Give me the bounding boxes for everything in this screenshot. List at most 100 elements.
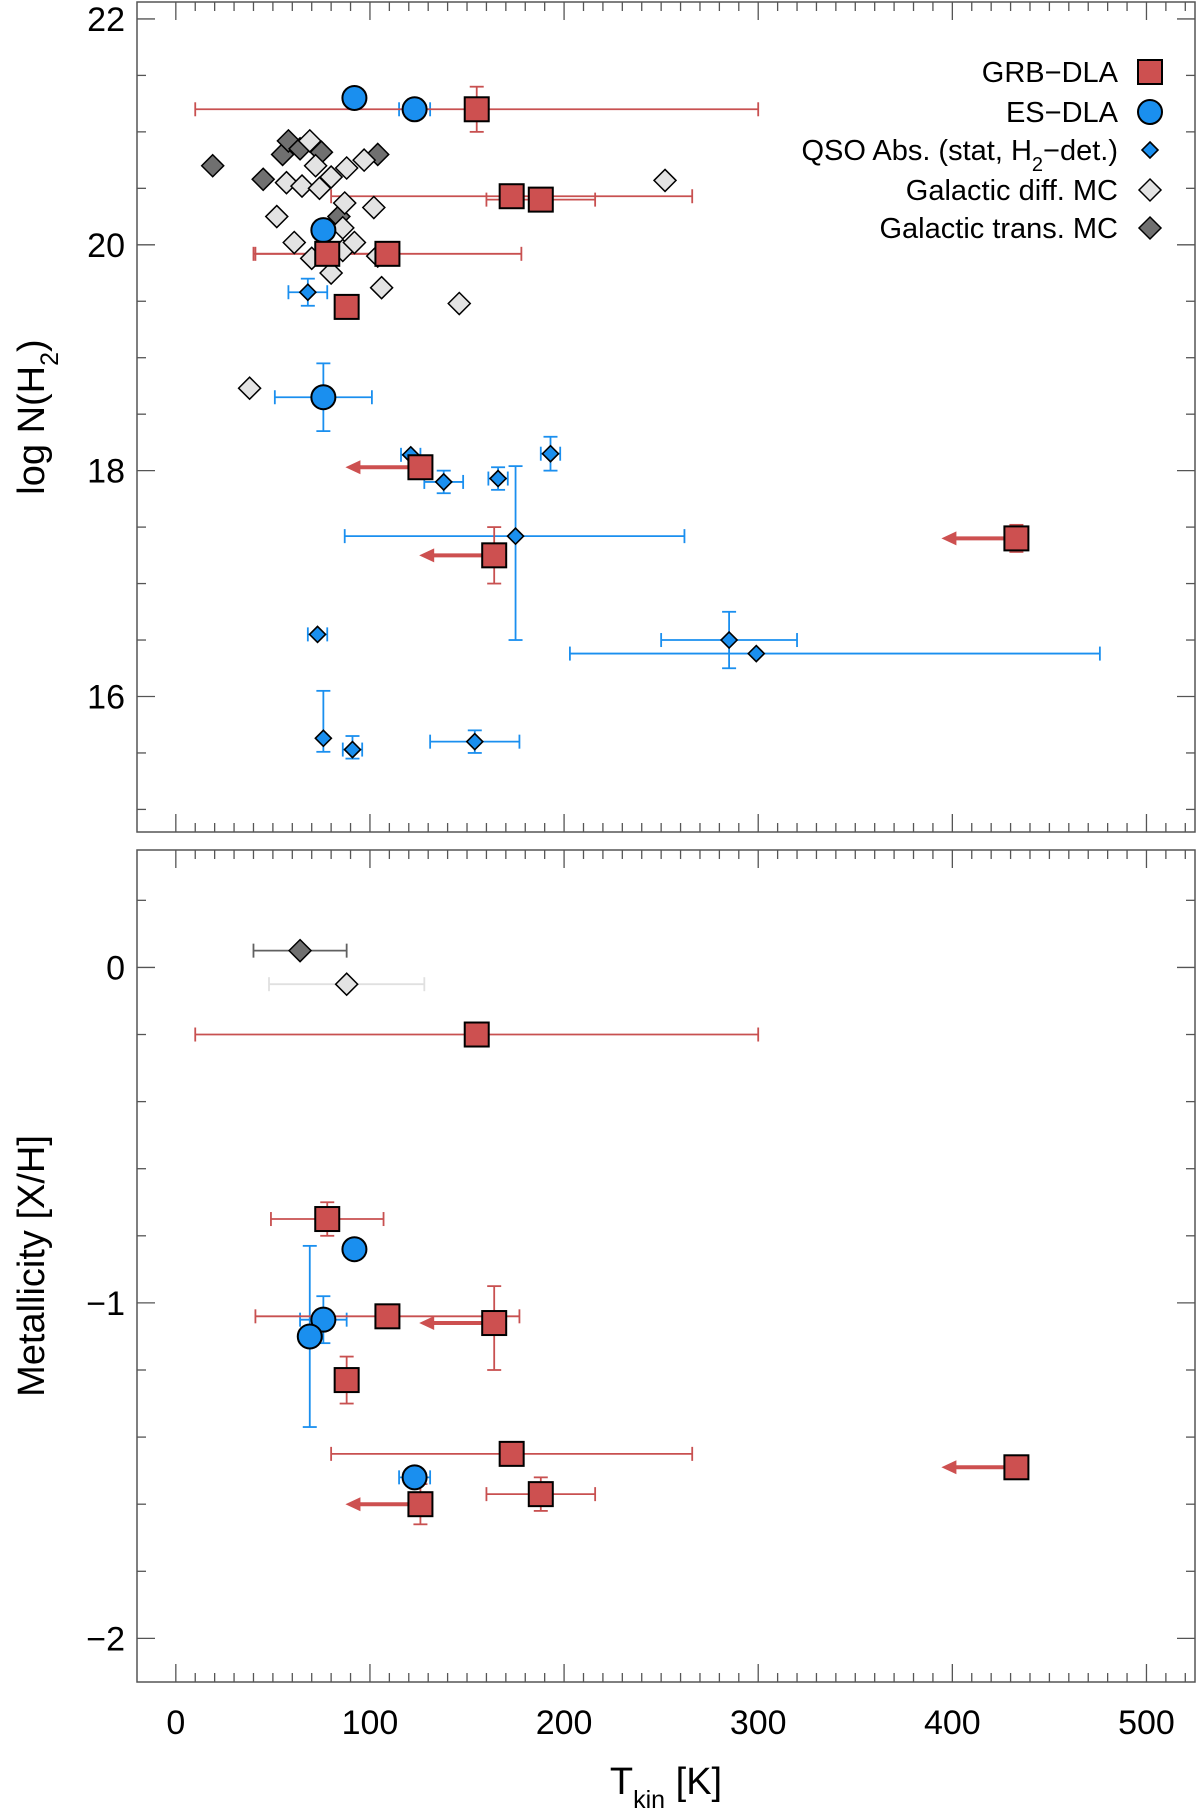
diff-point [369, 275, 394, 300]
diff-point [297, 128, 322, 153]
x-tick-label: 500 [1118, 1704, 1175, 1742]
upper-limit-arrowhead [941, 1460, 957, 1475]
y-tick-label: 0 [106, 949, 125, 987]
x-tick-label: 0 [166, 1704, 185, 1742]
panel-frame-top [136, 1, 1196, 833]
trans-point [251, 167, 276, 192]
data-points [200, 84, 1030, 1518]
qso-point [298, 283, 317, 302]
x-tick-label: 300 [730, 1704, 787, 1742]
grb-point [374, 240, 401, 267]
legend-marker-diff [1137, 177, 1163, 203]
legend-label-end: −det.) [1043, 135, 1118, 167]
axis-ticks [137, 2, 1195, 1682]
es-point [310, 217, 337, 244]
grb-point [463, 1021, 490, 1048]
diff-point [334, 972, 359, 997]
grb-point [498, 1440, 525, 1467]
trans-point [200, 153, 225, 178]
qso-point [541, 444, 560, 463]
legend-marker-trans [1137, 215, 1163, 241]
qso-point [434, 472, 453, 492]
y-tick-label: −2 [86, 1620, 125, 1658]
legend-label-es: ES−DLA [1006, 97, 1119, 129]
legend-label-grb: GRB−DLA [982, 57, 1119, 89]
qso-point [314, 729, 333, 748]
grb-point [374, 1303, 401, 1330]
diff-point [330, 215, 355, 240]
qso-point [343, 740, 362, 759]
y-tick-label: 16 [87, 678, 125, 716]
panel-frame-bottom [136, 849, 1196, 1683]
x-axis-title: Tkin [K] [610, 1761, 722, 1811]
diff-point [352, 148, 377, 173]
diff-point [334, 155, 359, 181]
es-point [401, 1464, 428, 1491]
legend-marker-qso [1140, 140, 1160, 160]
upper-limit-arrowhead [345, 460, 361, 475]
diff-point [342, 230, 367, 255]
es-point [341, 1236, 368, 1263]
x-axis-title-subscript: kin [633, 1786, 665, 1811]
grb-point [407, 1491, 434, 1518]
qso-point [488, 469, 508, 488]
diff-point [303, 153, 328, 178]
y-axis-title-subscript: 2 [36, 352, 64, 366]
panel-frames [136, 1, 1196, 1683]
y-axis-title: Metallicity [X/H] [11, 1135, 53, 1397]
grb-point [1003, 525, 1030, 552]
x-tick-label: 200 [536, 1704, 593, 1742]
diff-point [282, 230, 307, 255]
trans-point [288, 938, 313, 963]
legend-label-trans: Galactic trans. MC [880, 213, 1119, 245]
legend-marker-grb [1137, 59, 1163, 85]
es-point [341, 84, 368, 111]
legend-marker-es [1137, 99, 1163, 125]
grb-point [1003, 1454, 1030, 1481]
diff-point [652, 168, 678, 193]
diff-point [361, 195, 386, 220]
es-point [310, 1306, 337, 1333]
x-tick-label: 400 [924, 1704, 981, 1742]
diff-point [237, 376, 262, 401]
legend-label-diff: Galactic diff. MC [906, 175, 1118, 207]
grb-point [333, 1367, 360, 1394]
diff-point [289, 174, 315, 199]
grb-point [481, 542, 508, 569]
qso-point [506, 527, 525, 546]
y-axis-title-end: ) [11, 339, 53, 352]
x-tick-label: 100 [342, 1704, 399, 1742]
diff-point [319, 164, 344, 190]
es-point [401, 96, 428, 123]
legend-label-subscript: 2 [1032, 154, 1043, 176]
upper-limit-arrowhead [941, 531, 957, 546]
diff-point [332, 190, 357, 216]
qso-point [719, 630, 739, 650]
grb-point [333, 293, 360, 320]
qso-point [308, 625, 327, 644]
upper-limit-arrowhead [345, 1497, 361, 1512]
grb-point [463, 96, 490, 123]
es-point [296, 1323, 323, 1350]
x-axis-title-end: [K] [665, 1761, 722, 1803]
qso-point [465, 732, 484, 751]
y-tick-label: 20 [87, 227, 125, 265]
diff-point [264, 204, 289, 229]
grb-point [498, 183, 525, 210]
y-tick-label: −1 [86, 1285, 125, 1323]
grb-point [314, 240, 341, 267]
diff-point [274, 170, 299, 195]
y-tick-label: 22 [87, 1, 125, 39]
es-point [310, 384, 337, 411]
y-tick-label: 18 [87, 453, 125, 491]
grb-point [527, 1481, 554, 1508]
upper-limit-arrowhead [419, 1316, 435, 1331]
diff-point [447, 291, 472, 316]
upper-limit-arrowhead [419, 548, 435, 563]
grb-point [481, 1310, 508, 1337]
grb-point [314, 1206, 341, 1233]
grb-point [527, 186, 554, 213]
grb-point [407, 454, 434, 481]
